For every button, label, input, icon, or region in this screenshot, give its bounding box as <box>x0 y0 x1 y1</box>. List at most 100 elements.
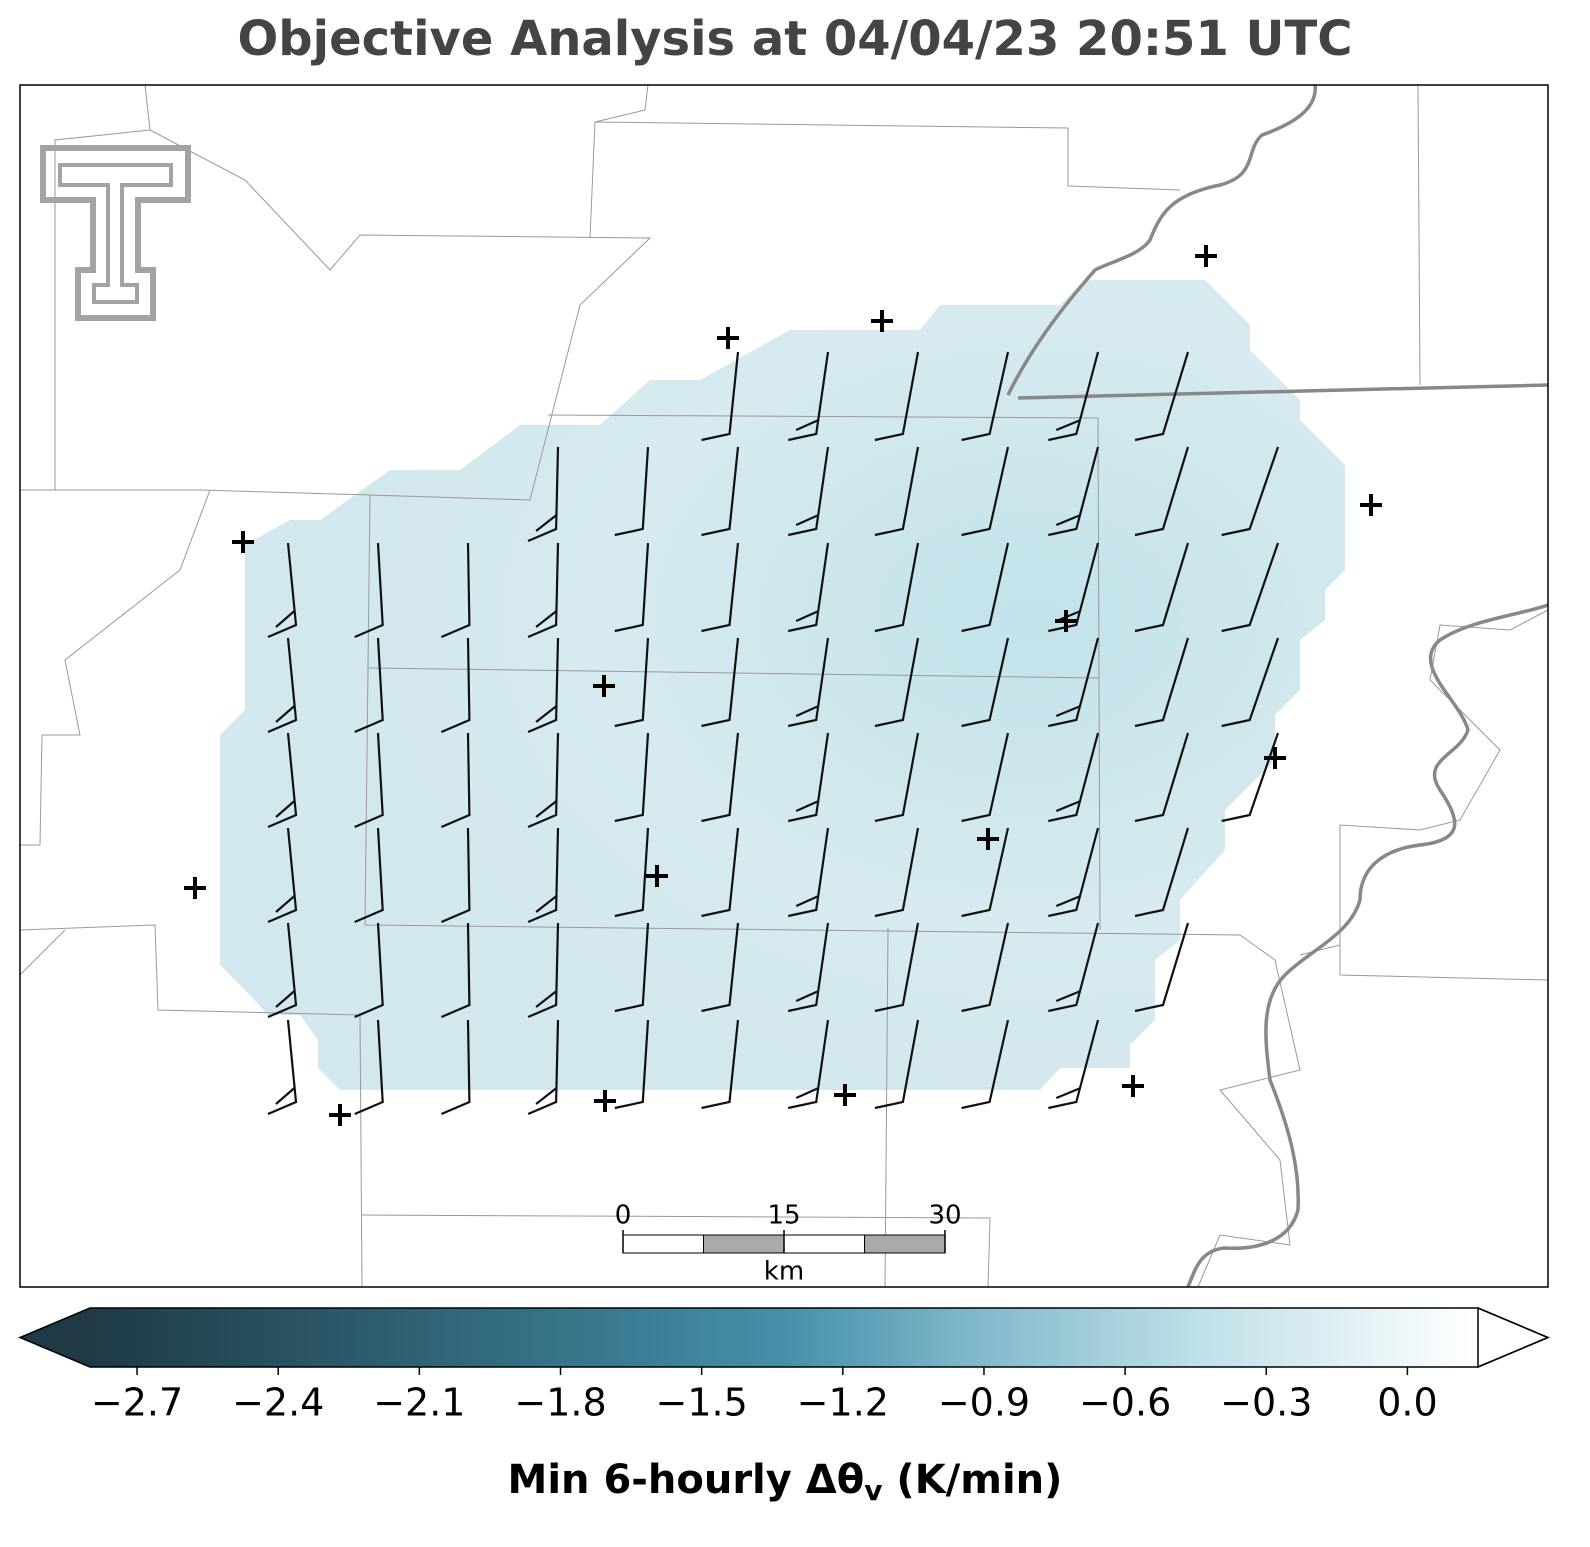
wind-barb <box>787 1019 830 1110</box>
scale-segment <box>703 1234 785 1254</box>
colorbar-extend-low <box>20 1308 90 1367</box>
station-marker <box>646 865 668 887</box>
colorbar-label: Min 6-hourly Δθv (K/min) <box>508 1457 1063 1507</box>
wind-barb <box>440 1019 471 1116</box>
colorbar-tick-label: −0.3 <box>1220 1381 1312 1425</box>
tt-logo <box>40 145 191 321</box>
colorbar: −2.7 −2.4 −2.1 −1.8 −1.5 −1.2 −0.9 −0.6 −0.3 0.0 <box>18 1306 1550 1425</box>
wind-barb <box>527 922 560 1019</box>
wind-barb <box>701 637 740 728</box>
wind-barb <box>354 732 384 829</box>
wind-barb <box>961 922 1010 1013</box>
wind-barb <box>267 542 298 639</box>
scale-label: 15 <box>767 1201 800 1231</box>
wind-barb <box>787 351 830 442</box>
wind-barb <box>614 827 650 918</box>
label-units: (K/min) <box>896 1457 1062 1503</box>
wind-barb <box>614 922 650 1013</box>
wind-barb <box>874 446 920 537</box>
wind-barb <box>354 542 384 639</box>
wind-barb <box>701 446 740 537</box>
colorbar-outline <box>18 1307 1550 1368</box>
wind-barb <box>440 542 471 639</box>
colorbar-tick-label: −2.1 <box>373 1381 465 1425</box>
wind-barb <box>1048 732 1100 823</box>
wind-barb <box>267 732 298 829</box>
map: 0 15 30 km <box>20 85 1548 1287</box>
colorbar-body <box>90 1308 1478 1367</box>
wind-barb <box>961 637 1010 728</box>
scale-segment <box>783 1234 865 1254</box>
wind-barb <box>874 542 920 633</box>
wind-barb <box>701 351 740 442</box>
colorbar-tick-label: −1.8 <box>514 1381 606 1425</box>
scale-segment <box>622 1234 704 1254</box>
wind-barb <box>440 827 471 924</box>
wind-barb <box>701 922 740 1013</box>
wind-barb <box>1048 351 1100 442</box>
map-frame <box>19 84 1549 1288</box>
wind-barb <box>787 637 830 728</box>
wind-barb <box>1134 446 1190 537</box>
wind-barb <box>961 446 1010 537</box>
wind-barb <box>527 732 560 829</box>
wind-barb <box>267 827 298 924</box>
title: Objective Analysis at 04/04/23 20:51 UTC <box>238 11 1353 67</box>
wind-barb <box>354 637 384 734</box>
wind-barbs <box>267 351 1280 1116</box>
scale-bar: 0 15 30 km <box>615 1201 962 1287</box>
wind-barb <box>874 1019 920 1110</box>
stations <box>184 245 1382 1126</box>
wind-barb <box>1221 637 1280 728</box>
wind-barb <box>1134 637 1190 728</box>
wind-barb <box>1048 446 1100 537</box>
wind-barb <box>1221 446 1280 537</box>
station-marker <box>593 675 615 697</box>
station-marker <box>232 531 254 553</box>
wind-barb <box>787 827 830 918</box>
wind-barb <box>1221 542 1280 633</box>
wind-barb <box>527 1019 560 1116</box>
wind-barb <box>614 542 650 633</box>
wind-barb <box>874 351 920 442</box>
colorbar-tick-label: −0.6 <box>1079 1381 1171 1425</box>
wind-barb <box>701 1019 740 1110</box>
wind-barb <box>614 637 650 728</box>
wind-barb <box>787 542 830 633</box>
wind-barb <box>354 1019 384 1116</box>
wind-barb <box>874 732 920 823</box>
station-marker <box>834 1084 856 1106</box>
wind-barb <box>267 922 298 1019</box>
wind-barb <box>1221 732 1280 823</box>
station-marker <box>184 877 206 899</box>
wind-barb <box>354 827 384 924</box>
label-subscript: v <box>864 1474 882 1507</box>
wind-barb <box>614 732 650 823</box>
wind-barb <box>1134 922 1190 1013</box>
station-marker <box>1264 747 1286 769</box>
station-marker <box>717 327 739 349</box>
wind-barb <box>1134 351 1190 442</box>
wind-barb <box>961 732 1010 823</box>
station-marker <box>1122 1075 1144 1097</box>
station-marker <box>1360 494 1382 516</box>
label-space <box>882 1457 896 1503</box>
wind-barb <box>874 827 920 918</box>
wind-barb <box>614 1019 650 1110</box>
wind-barb <box>1134 732 1190 823</box>
wind-barb <box>1048 637 1100 728</box>
station-marker <box>1055 610 1077 632</box>
wind-barb <box>787 732 830 823</box>
wind-barb <box>961 827 1010 918</box>
station-marker <box>977 828 999 850</box>
analysis-field <box>220 280 1345 1090</box>
colorbar-extend-high <box>1477 1306 1550 1369</box>
colorbar-tick-label: −1.5 <box>656 1381 748 1425</box>
scale-label: 30 <box>928 1201 961 1231</box>
wind-barb <box>440 922 471 1019</box>
wind-barb <box>440 637 471 734</box>
wind-barb <box>701 732 740 823</box>
colorbar-tick-label: −0.9 <box>938 1381 1030 1425</box>
wind-barb <box>527 542 560 639</box>
